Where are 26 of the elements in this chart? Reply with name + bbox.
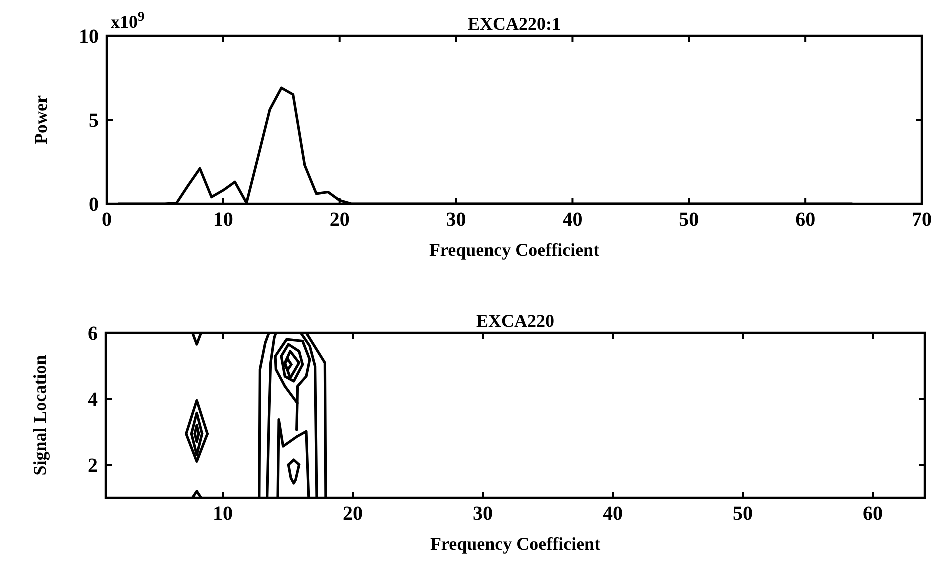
x-tick-label: 60 xyxy=(863,503,883,525)
x-tick-label: 20 xyxy=(343,503,363,525)
y-tick-label: 4 xyxy=(88,389,98,411)
y-tick-label: 6 xyxy=(88,323,98,345)
y-tick-label: 10 xyxy=(79,26,99,48)
x-axis-title: Frequency Coefficient xyxy=(429,240,600,260)
x-tick-label: 70 xyxy=(912,209,932,231)
x-tick-label: 50 xyxy=(679,209,700,231)
y-axis-title: Power xyxy=(31,96,51,144)
y-tick-label: 2 xyxy=(88,455,98,477)
x-tick-label: 40 xyxy=(562,209,583,231)
y-axis-title: Signal Location xyxy=(30,355,50,476)
y-tick-label: 0 xyxy=(89,194,99,216)
x-tick-label: 60 xyxy=(796,209,816,231)
x-axis-title: Frequency Coefficient xyxy=(430,534,601,554)
x-tick-label: 50 xyxy=(733,503,753,525)
x-tick-label: 30 xyxy=(473,503,493,525)
text: x10$^{9}$ xyxy=(111,8,145,32)
x-tick-label: 20 xyxy=(330,209,350,231)
x-tick-label: 30 xyxy=(446,209,466,231)
chart-title: EXCA220:1 xyxy=(468,14,561,34)
x-tick-label: 10 xyxy=(213,503,233,525)
x-tick-label: 40 xyxy=(603,503,623,525)
x-tick-label: 10 xyxy=(213,209,234,231)
chart-title: EXCA220 xyxy=(476,311,555,331)
y-tick-label: 5 xyxy=(89,110,99,132)
